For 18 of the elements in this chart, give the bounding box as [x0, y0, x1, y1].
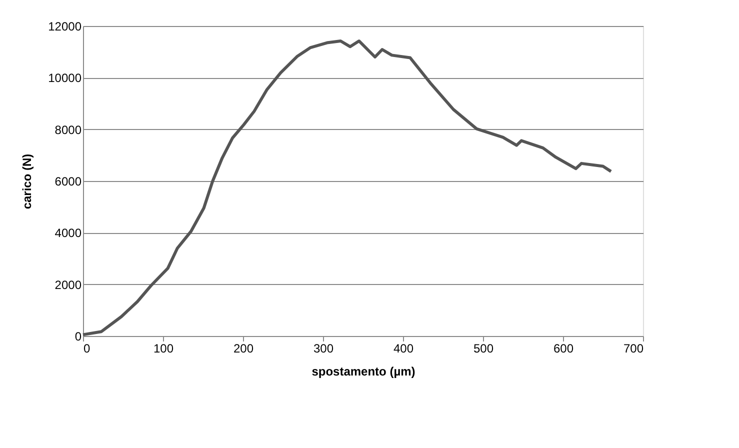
y-tick-label: 8000 [54, 122, 82, 137]
x-tick-label: 100 [153, 342, 174, 356]
x-tick-label: 200 [233, 342, 254, 356]
y-axis-title: carico (N) [20, 154, 34, 210]
y-tick-label: 6000 [54, 174, 82, 188]
y-tick-label: 0 [74, 330, 82, 344]
y-tick-label: 4000 [54, 226, 82, 240]
x-tick-label: 0 [84, 342, 90, 356]
x-tick-label: 500 [473, 342, 494, 356]
line-series [82, 39, 612, 336]
x-axis-title: spostamento (µm) [312, 364, 416, 378]
x-tick-label: 700 [623, 342, 644, 356]
y-tick-label: 12000 [48, 20, 82, 34]
x-tick-label: 300 [313, 342, 334, 356]
x-tick-label: 400 [393, 342, 414, 356]
y-tick-label: 10000 [48, 71, 82, 86]
y-tick-label: 2000 [54, 278, 82, 292]
x-tick-label: 600 [553, 342, 574, 356]
